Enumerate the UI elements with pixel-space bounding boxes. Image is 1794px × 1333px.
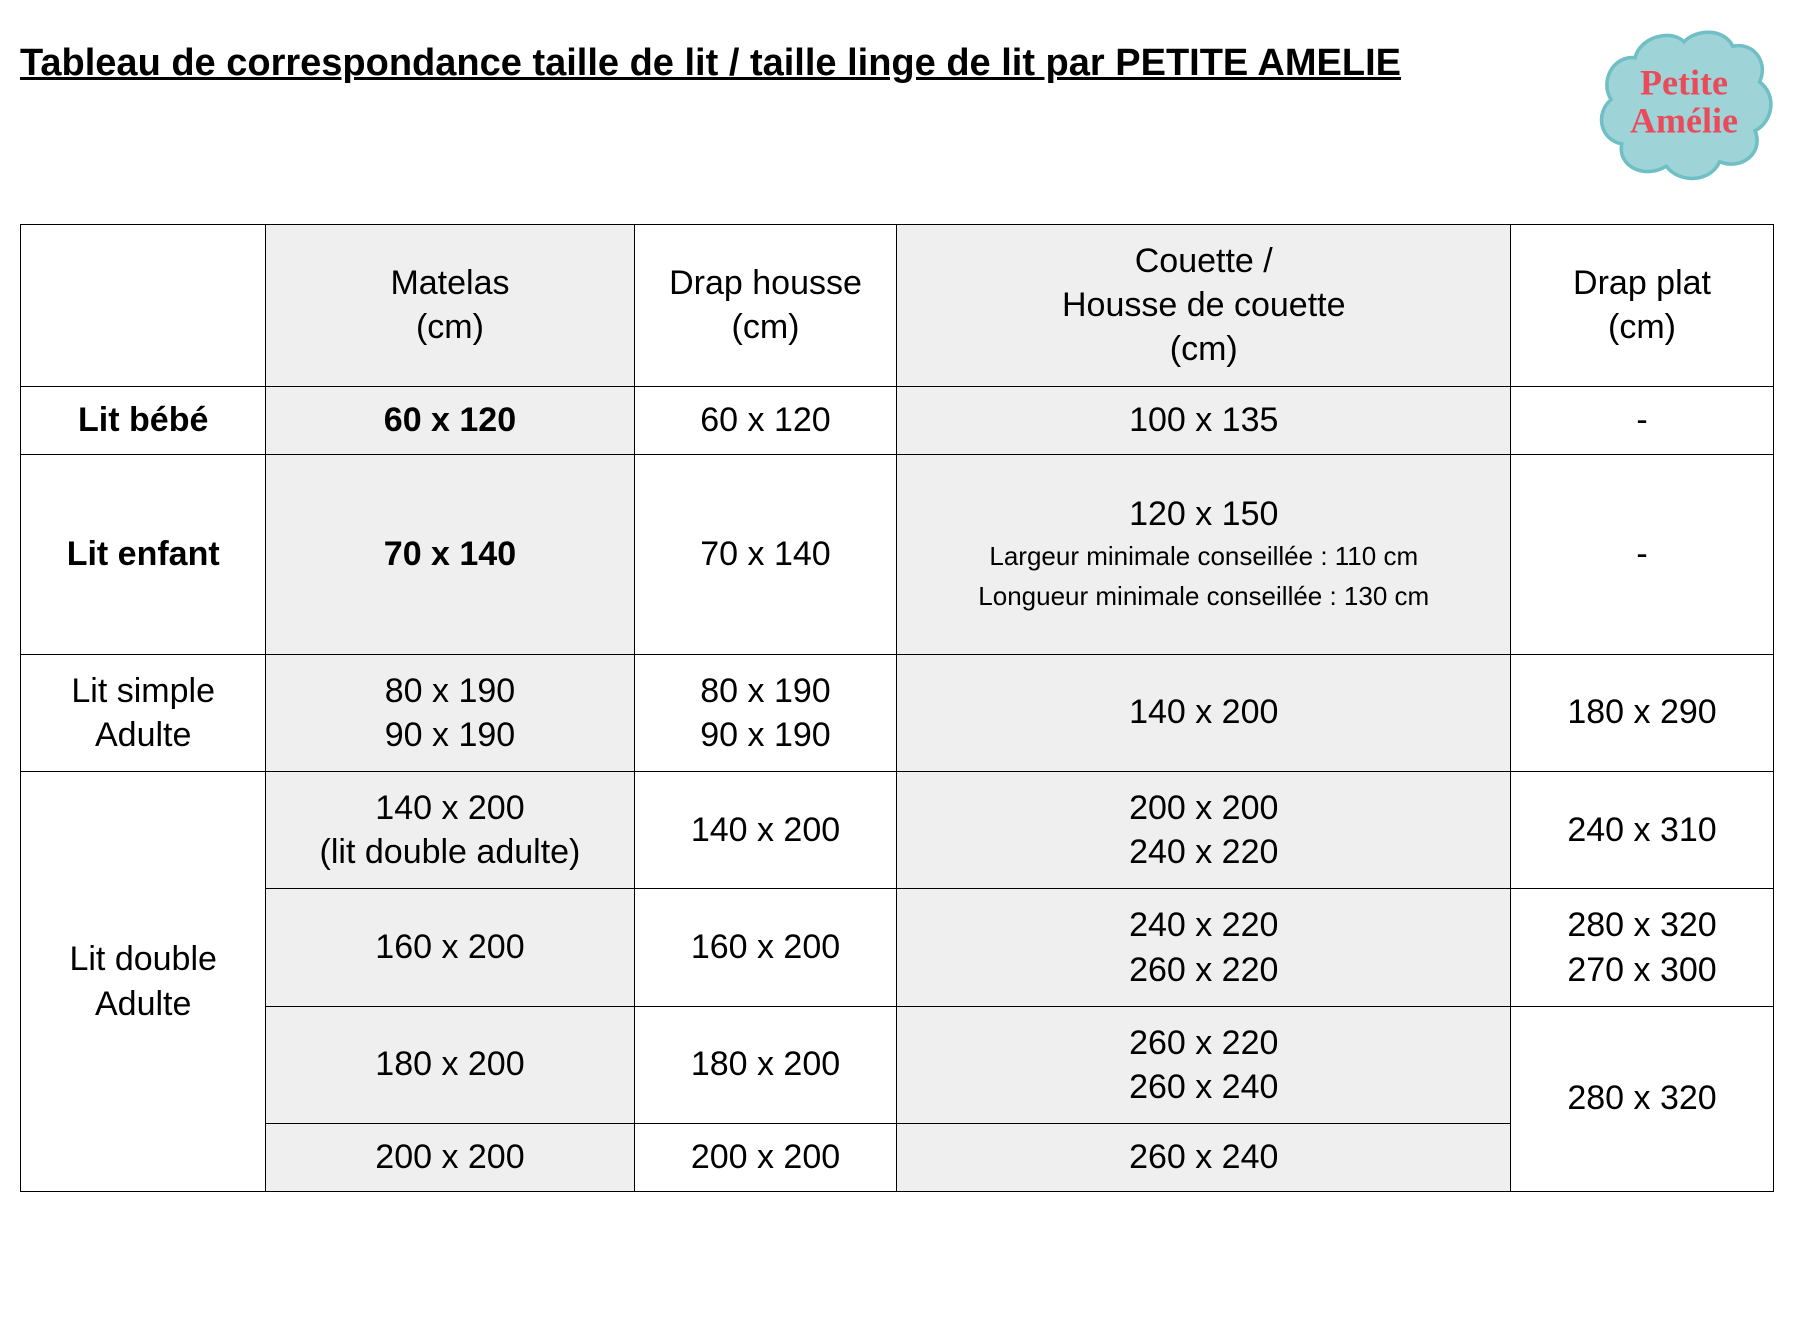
- couette-main: 120 x 150: [1129, 495, 1278, 533]
- cell: 100 x 135: [897, 386, 1511, 454]
- label-enfant: Lit enfant: [21, 454, 266, 654]
- cell: 60 x 120: [634, 386, 897, 454]
- row-bebe: Lit bébé 60 x 120 60 x 120 100 x 135 -: [21, 386, 1774, 454]
- size-table: Matelas(cm) Drap housse(cm) Couette /Hou…: [20, 224, 1774, 1192]
- cell: 260 x 240: [897, 1124, 1511, 1192]
- page-title: Tableau de correspondance taille de lit …: [20, 42, 1401, 85]
- row-double-2: 160 x 200 160 x 200 240 x 220260 x 220 2…: [21, 889, 1774, 1006]
- cell: 60 x 120: [266, 386, 634, 454]
- cell: 140 x 200: [897, 654, 1511, 771]
- cell: 140 x 200(lit double adulte): [266, 771, 634, 888]
- label-bebe: Lit bébé: [21, 386, 266, 454]
- cell: 180 x 200: [634, 1006, 897, 1123]
- cell: 160 x 200: [634, 889, 897, 1006]
- cell: 70 x 140: [266, 454, 634, 654]
- logo-line1: Petite: [1630, 65, 1738, 103]
- cell: -: [1511, 454, 1774, 654]
- row-double-1: Lit doubleAdulte 140 x 200(lit double ad…: [21, 771, 1774, 888]
- cell: 200 x 200: [266, 1124, 634, 1192]
- col-blank: [21, 225, 266, 387]
- cell: 80 x 19090 x 190: [266, 654, 634, 771]
- col-couette: Couette /Housse de couette(cm): [897, 225, 1511, 387]
- cell: 200 x 200240 x 220: [897, 771, 1511, 888]
- cell: 240 x 310: [1511, 771, 1774, 888]
- row-double-3: 180 x 200 180 x 200 260 x 220260 x 240 2…: [21, 1006, 1774, 1123]
- cell: 260 x 220260 x 240: [897, 1006, 1511, 1123]
- col-drap-plat: Drap plat(cm): [1511, 225, 1774, 387]
- cell: 160 x 200: [266, 889, 634, 1006]
- label-double: Lit doubleAdulte: [21, 771, 266, 1191]
- row-enfant: Lit enfant 70 x 140 70 x 140 120 x 150 L…: [21, 454, 1774, 654]
- row-simple: Lit simpleAdulte 80 x 19090 x 190 80 x 1…: [21, 654, 1774, 771]
- cell-couette-enfant: 120 x 150 Largeur minimale conseillée : …: [897, 454, 1511, 654]
- cell: 240 x 220260 x 220: [897, 889, 1511, 1006]
- cell: 280 x 320270 x 300: [1511, 889, 1774, 1006]
- cell: 70 x 140: [634, 454, 897, 654]
- brand-logo: Petite Amélie: [1594, 24, 1774, 184]
- label-simple: Lit simpleAdulte: [21, 654, 266, 771]
- cell: 200 x 200: [634, 1124, 897, 1192]
- cell: -: [1511, 386, 1774, 454]
- couette-note2: Longueur minimale conseillée : 130 cm: [907, 580, 1500, 614]
- cell: 140 x 200: [634, 771, 897, 888]
- table-header-row: Matelas(cm) Drap housse(cm) Couette /Hou…: [21, 225, 1774, 387]
- col-matelas: Matelas(cm): [266, 225, 634, 387]
- couette-note1: Largeur minimale conseillée : 110 cm: [907, 540, 1500, 574]
- logo-line2: Amélie: [1630, 102, 1738, 140]
- col-drap-housse: Drap housse(cm): [634, 225, 897, 387]
- cell: 180 x 290: [1511, 654, 1774, 771]
- cell: 180 x 200: [266, 1006, 634, 1123]
- cell: 80 x 19090 x 190: [634, 654, 897, 771]
- cell: 280 x 320: [1511, 1006, 1774, 1191]
